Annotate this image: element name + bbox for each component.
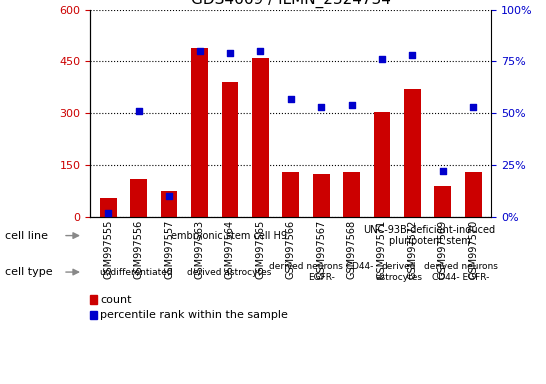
Point — [469, 104, 478, 110]
Point — [165, 193, 174, 199]
Bar — [343, 172, 360, 217]
Point — [225, 50, 234, 56]
Bar — [191, 48, 208, 217]
Bar — [161, 191, 177, 217]
Bar — [90, 295, 97, 304]
Title: GDS4669 / ILMN_2324734: GDS4669 / ILMN_2324734 — [191, 0, 391, 8]
Text: derived
astrocytes: derived astrocytes — [375, 262, 422, 282]
Bar — [282, 172, 299, 217]
Bar — [465, 172, 482, 217]
Point — [286, 96, 295, 102]
Text: percentile rank within the sample: percentile rank within the sample — [100, 310, 288, 320]
Point — [256, 48, 265, 54]
Bar — [373, 112, 390, 217]
Point — [378, 56, 387, 63]
Bar — [90, 311, 97, 319]
Point — [195, 48, 204, 54]
Point — [408, 52, 417, 58]
Text: cell line: cell line — [4, 230, 48, 241]
Text: count: count — [100, 295, 132, 305]
Bar — [313, 174, 329, 217]
Point — [104, 210, 112, 216]
Text: UNC-93B-deficient-induced
pluripotent stem: UNC-93B-deficient-induced pluripotent st… — [364, 225, 496, 247]
Bar — [130, 179, 147, 217]
Text: undifferentiated: undifferentiated — [99, 268, 173, 276]
Bar — [100, 198, 117, 217]
Bar — [404, 89, 421, 217]
Point — [317, 104, 325, 110]
Bar — [222, 82, 238, 217]
Bar — [435, 186, 451, 217]
Text: derived astrocytes: derived astrocytes — [187, 268, 271, 276]
Text: derived neurons
CD44- EGFR-: derived neurons CD44- EGFR- — [424, 262, 497, 282]
Bar — [252, 58, 269, 217]
Point — [134, 108, 143, 114]
Point — [438, 168, 447, 174]
Point — [347, 102, 356, 108]
Text: cell type: cell type — [4, 267, 52, 277]
Text: embryonic stem cell H9: embryonic stem cell H9 — [171, 230, 287, 241]
Text: derived neurons CD44-
EGFR-: derived neurons CD44- EGFR- — [269, 262, 374, 282]
